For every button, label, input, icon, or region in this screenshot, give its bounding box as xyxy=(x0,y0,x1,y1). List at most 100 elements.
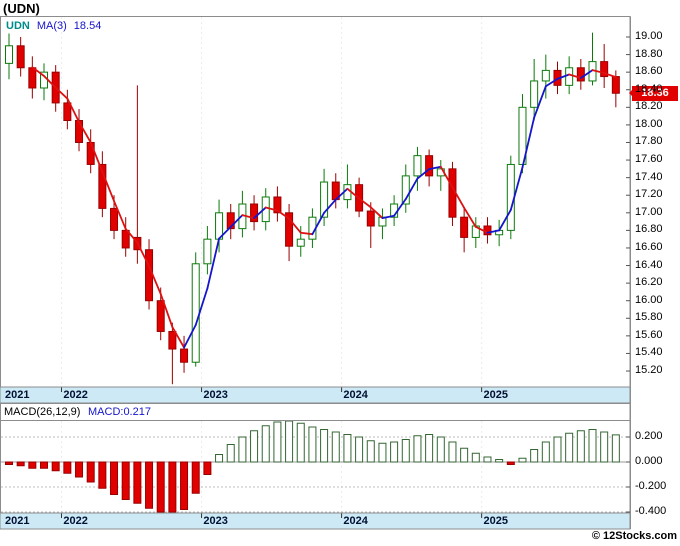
macd-bar-positive xyxy=(541,441,550,463)
ma3-segment xyxy=(404,177,419,200)
macd-bar-positive xyxy=(261,425,270,463)
candle-down xyxy=(86,141,95,165)
watermark-link[interactable]: © 12Stocks.com xyxy=(591,530,677,542)
candle-down xyxy=(16,45,25,69)
price-axis-tick: 16.40 xyxy=(635,258,663,271)
macd-bar-positive xyxy=(565,432,574,463)
candle-down xyxy=(145,249,154,302)
year-label-price: 2022 xyxy=(63,389,88,401)
ma3-segment xyxy=(54,86,69,100)
price-axis-tick: 17.60 xyxy=(635,153,663,166)
ma3-segment xyxy=(229,214,244,228)
macd-bar-positive xyxy=(448,441,457,463)
candle-down xyxy=(75,120,84,143)
ma3-segment xyxy=(241,214,255,219)
macd-axis-tick: 0.000 xyxy=(635,455,663,467)
macd-bar-negative xyxy=(5,461,13,465)
macd-bar-negative xyxy=(168,461,177,513)
candle-up xyxy=(565,67,574,86)
candle-up xyxy=(320,181,329,218)
ma3-segment xyxy=(544,77,559,88)
candle-up xyxy=(191,263,200,363)
macd-bar-positive xyxy=(250,430,259,463)
ma3-segment xyxy=(416,168,431,180)
macd-bar-positive xyxy=(366,440,375,463)
ma3-segment xyxy=(533,85,547,119)
year-label-price: 2025 xyxy=(483,389,508,401)
macd-xaxis-band xyxy=(0,512,631,530)
year-label-macd: 2023 xyxy=(203,515,228,527)
candle-up xyxy=(5,45,13,64)
macd-bar-negative xyxy=(98,461,107,489)
legend-ma-label: MA(3) xyxy=(36,20,67,32)
candle-up xyxy=(401,175,410,205)
ma3-segment xyxy=(439,165,454,189)
year-label-price: 2023 xyxy=(203,389,228,401)
ma3-segment xyxy=(101,170,115,202)
macd-axis-tick: 0.200 xyxy=(635,430,663,442)
ma3-segment xyxy=(579,69,594,79)
ma3-segment xyxy=(113,200,127,230)
year-label-price: 2021 xyxy=(5,389,30,401)
ma3-segment xyxy=(78,121,92,144)
macd-params-label: MACD(26,12,9) xyxy=(4,406,81,418)
ma3-segment xyxy=(521,116,536,169)
macd-bar-negative xyxy=(110,461,119,495)
price-axis-tick: 15.20 xyxy=(635,364,663,377)
ma3-line xyxy=(31,66,617,349)
ma3-segment xyxy=(89,141,104,173)
ma3-segment xyxy=(194,287,209,326)
macd-bar-positive xyxy=(331,431,340,463)
price-axis-tick: 16.20 xyxy=(635,276,663,289)
price-axis-tick: 18.00 xyxy=(635,117,663,130)
price-axis-tick: 17.40 xyxy=(635,170,663,183)
ma3-segment xyxy=(218,225,232,240)
ma3-segment xyxy=(381,214,396,219)
page-title: (UDN) xyxy=(3,1,40,16)
ma3-segment xyxy=(509,166,524,211)
macd-bar-positive xyxy=(518,457,527,463)
macd-bar-negative xyxy=(86,461,95,483)
price-axis-tick: 16.00 xyxy=(635,293,663,306)
macd-bar-negative xyxy=(40,461,49,469)
macd-bar-positive xyxy=(390,441,399,463)
macd-bar-negative xyxy=(203,461,212,475)
ma3-segment xyxy=(463,206,477,228)
ma3-segment xyxy=(451,186,466,209)
ma3-segment xyxy=(124,228,139,244)
price-axis-tick: 18.80 xyxy=(635,47,663,60)
macd-bar-positive xyxy=(495,459,504,463)
macd-bar-negative xyxy=(51,461,60,472)
macd-bar-negative xyxy=(156,461,165,513)
macd-bar-positive xyxy=(296,422,305,463)
year-label-price: 2024 xyxy=(343,389,368,401)
ma3-segment xyxy=(603,72,617,79)
macd-bar-negative xyxy=(133,461,142,504)
ma3-segment xyxy=(276,209,290,220)
price-axis-tick: 17.00 xyxy=(635,205,663,218)
macd-bar-positive xyxy=(343,434,352,463)
ma3-segment xyxy=(159,293,174,328)
price-axis-tick: 17.20 xyxy=(635,188,663,201)
price-axis-tick: 18.40 xyxy=(635,82,663,95)
price-axis-tick: 15.60 xyxy=(635,328,663,341)
macd-bar-negative xyxy=(28,461,37,469)
ma3-segment xyxy=(369,206,384,219)
ma3-segment xyxy=(136,241,150,268)
candlestick-series xyxy=(5,32,620,385)
macd-bar-negative xyxy=(145,461,154,509)
macd-current-value: MACD:0.217 xyxy=(88,406,151,418)
year-label-macd: 2022 xyxy=(63,515,88,527)
year-label-macd: 2025 xyxy=(483,515,508,527)
macd-bar-positive xyxy=(273,421,282,463)
price-panel-border xyxy=(0,16,631,388)
macd-bar-positive xyxy=(553,436,562,463)
macd-bar-positive xyxy=(611,434,620,463)
candle-down xyxy=(273,196,282,214)
price-xaxis-band xyxy=(0,386,631,404)
ma3-segment xyxy=(148,265,162,295)
price-axis-tick: 15.40 xyxy=(635,346,663,359)
legend-ma-value: 18.54 xyxy=(73,20,102,32)
ma3-segment xyxy=(591,69,606,74)
